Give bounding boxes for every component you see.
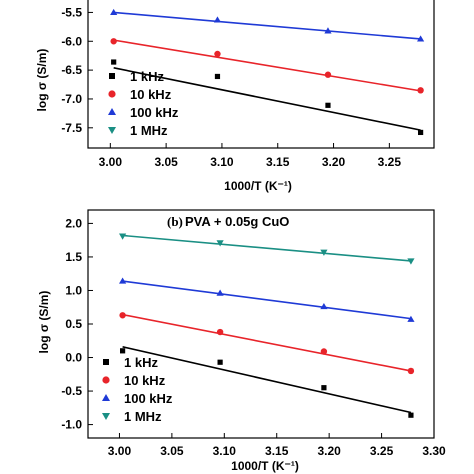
data-point-1-khz bbox=[418, 129, 424, 136]
data-point-1-khz bbox=[408, 412, 414, 418]
chart-panel-a: -5.5 -6.0 -6.5 -7.0 -7.5 3.00 3.05 3.10 3.15 3.2… bbox=[35, 0, 435, 193]
chart-panel-b: (b) PVA + 0.05g CuO 2.0 1.5 1.0 0.5 0.0 -0.5 -… bbox=[37, 209, 446, 473]
fit-line-1-mhz bbox=[122, 234, 412, 262]
fit-line-1-khz bbox=[113, 67, 421, 131]
legend-label-1-mhz: 1 MHz bbox=[124, 409, 162, 424]
y-tick-label: -0.5 bbox=[61, 384, 82, 398]
x-tick-label: 3.10 bbox=[213, 444, 237, 458]
panel-b-x-axis-label: 1000/T (K⁻¹) bbox=[231, 459, 299, 473]
legend-marker-10-khz bbox=[102, 376, 110, 384]
y-tick-label: -7.0 bbox=[61, 92, 82, 106]
data-point-10-khz bbox=[324, 71, 332, 78]
panel-b-label: (b) bbox=[167, 214, 183, 229]
data-point-1-khz bbox=[321, 385, 327, 391]
x-tick-label: 3.00 bbox=[99, 155, 123, 169]
data-point-100-khz bbox=[324, 27, 332, 34]
y-tick-label: 0.0 bbox=[65, 351, 82, 365]
data-point-1-mhz bbox=[320, 249, 328, 256]
data-point-10-khz bbox=[320, 348, 328, 355]
x-tick-label: 3.30 bbox=[422, 444, 446, 458]
x-tick-label: 3.10 bbox=[210, 155, 234, 169]
legend-marker-1-khz bbox=[103, 359, 109, 365]
panel-a-x-ticks: 3.00 3.05 3.10 3.15 3.20 3.25 bbox=[99, 143, 402, 169]
x-tick-label: 3.05 bbox=[160, 444, 184, 458]
panel-b-title: PVA + 0.05g CuO bbox=[185, 214, 289, 229]
legend-marker-100-khz bbox=[102, 394, 110, 401]
data-point-1-khz bbox=[120, 348, 126, 354]
legend-marker-1-mhz bbox=[102, 413, 110, 420]
y-tick-label: 0.5 bbox=[65, 317, 82, 331]
y-tick-label: -5.5 bbox=[61, 5, 82, 19]
fit-line-10-khz bbox=[122, 313, 412, 372]
legend-label-1-mhz: 1 MHz bbox=[130, 123, 168, 138]
panel-a-legend: 1 kHz 10 kHz 100 kHz 1 MHz bbox=[108, 69, 179, 138]
legend-marker-1-mhz bbox=[108, 127, 116, 134]
data-point-10-khz bbox=[417, 87, 424, 94]
fit-line-10-khz bbox=[113, 39, 421, 92]
panel-a-x-axis-label: 1000/T (K⁻¹) bbox=[224, 179, 292, 193]
fit-line-100-khz bbox=[113, 11, 421, 40]
y-tick-label: 2.0 bbox=[65, 216, 82, 230]
data-point-1-mhz bbox=[216, 240, 224, 247]
data-point-100-khz bbox=[119, 277, 127, 284]
panel-a-marks bbox=[110, 8, 425, 136]
x-tick-label: 3.20 bbox=[317, 444, 341, 458]
legend-marker-1-khz bbox=[109, 73, 115, 79]
panel-a-plot-frame bbox=[87, 0, 435, 149]
legend-label-100-khz: 100 kHz bbox=[130, 105, 179, 120]
legend-label-100-khz: 100 kHz bbox=[124, 391, 173, 406]
x-tick-label: 3.15 bbox=[266, 155, 290, 169]
panel-b-y-ticks: 2.0 1.5 1.0 0.5 0.0 -0.5 -1.0 bbox=[61, 216, 93, 432]
panel-b-marks bbox=[119, 233, 415, 418]
data-point-100-khz bbox=[417, 35, 425, 42]
y-tick-label: -6.5 bbox=[61, 63, 82, 77]
x-tick-label: 3.05 bbox=[154, 155, 178, 169]
data-point-10-khz bbox=[216, 328, 224, 336]
data-point-100-khz bbox=[320, 302, 328, 310]
y-tick-label: 1.0 bbox=[65, 283, 82, 297]
data-point-10-khz bbox=[407, 367, 415, 375]
x-tick-label: 3.25 bbox=[370, 444, 394, 458]
y-tick-label: 1.5 bbox=[65, 250, 82, 264]
panel-a-y-axis-label: log σ (S/m) bbox=[35, 49, 49, 112]
y-tick-label: -1.0 bbox=[61, 418, 82, 432]
data-point-100-khz bbox=[407, 315, 415, 322]
panel-b-legend: 1 kHz 10 kHz 100 kHz 1 MHz bbox=[102, 355, 173, 424]
data-point-100-khz bbox=[216, 289, 224, 296]
data-point-1-khz bbox=[111, 59, 117, 65]
data-point-1-mhz bbox=[407, 258, 415, 265]
data-point-1-khz bbox=[217, 359, 223, 365]
x-tick-label: 3.25 bbox=[378, 155, 402, 169]
panel-b-y-axis-label: log σ (S/m) bbox=[37, 291, 51, 354]
data-point-10-khz bbox=[119, 312, 126, 319]
legend-marker-100-khz bbox=[108, 108, 116, 115]
data-point-100-khz bbox=[110, 8, 118, 16]
data-point-1-khz bbox=[325, 102, 331, 108]
data-point-1-khz bbox=[214, 73, 221, 80]
data-point-10-khz bbox=[110, 38, 117, 45]
panel-a-y-ticks: -5.5 -6.0 -6.5 -7.0 -7.5 bbox=[61, 5, 93, 135]
legend-label-1-khz: 1 kHz bbox=[130, 69, 164, 84]
x-tick-label: 3.00 bbox=[108, 444, 132, 458]
legend-label-10-khz: 10 kHz bbox=[130, 87, 172, 102]
y-tick-label: -7.5 bbox=[61, 121, 82, 135]
data-point-100-khz bbox=[213, 16, 222, 23]
x-tick-label: 3.20 bbox=[322, 155, 346, 169]
legend-label-10-khz: 10 kHz bbox=[124, 373, 166, 388]
data-point-1-mhz bbox=[119, 233, 127, 240]
legend-marker-10-khz bbox=[108, 90, 116, 98]
y-tick-label: -6.0 bbox=[61, 34, 82, 48]
x-tick-label: 3.15 bbox=[265, 444, 289, 458]
panel-b-x-ticks: 3.00 3.05 3.10 3.15 3.20 3.25 3.30 bbox=[108, 433, 446, 458]
data-point-10-khz bbox=[214, 50, 221, 58]
fit-line-100-khz bbox=[122, 280, 412, 320]
legend-label-1-khz: 1 kHz bbox=[124, 355, 158, 370]
fit-line-1-khz bbox=[122, 346, 412, 414]
